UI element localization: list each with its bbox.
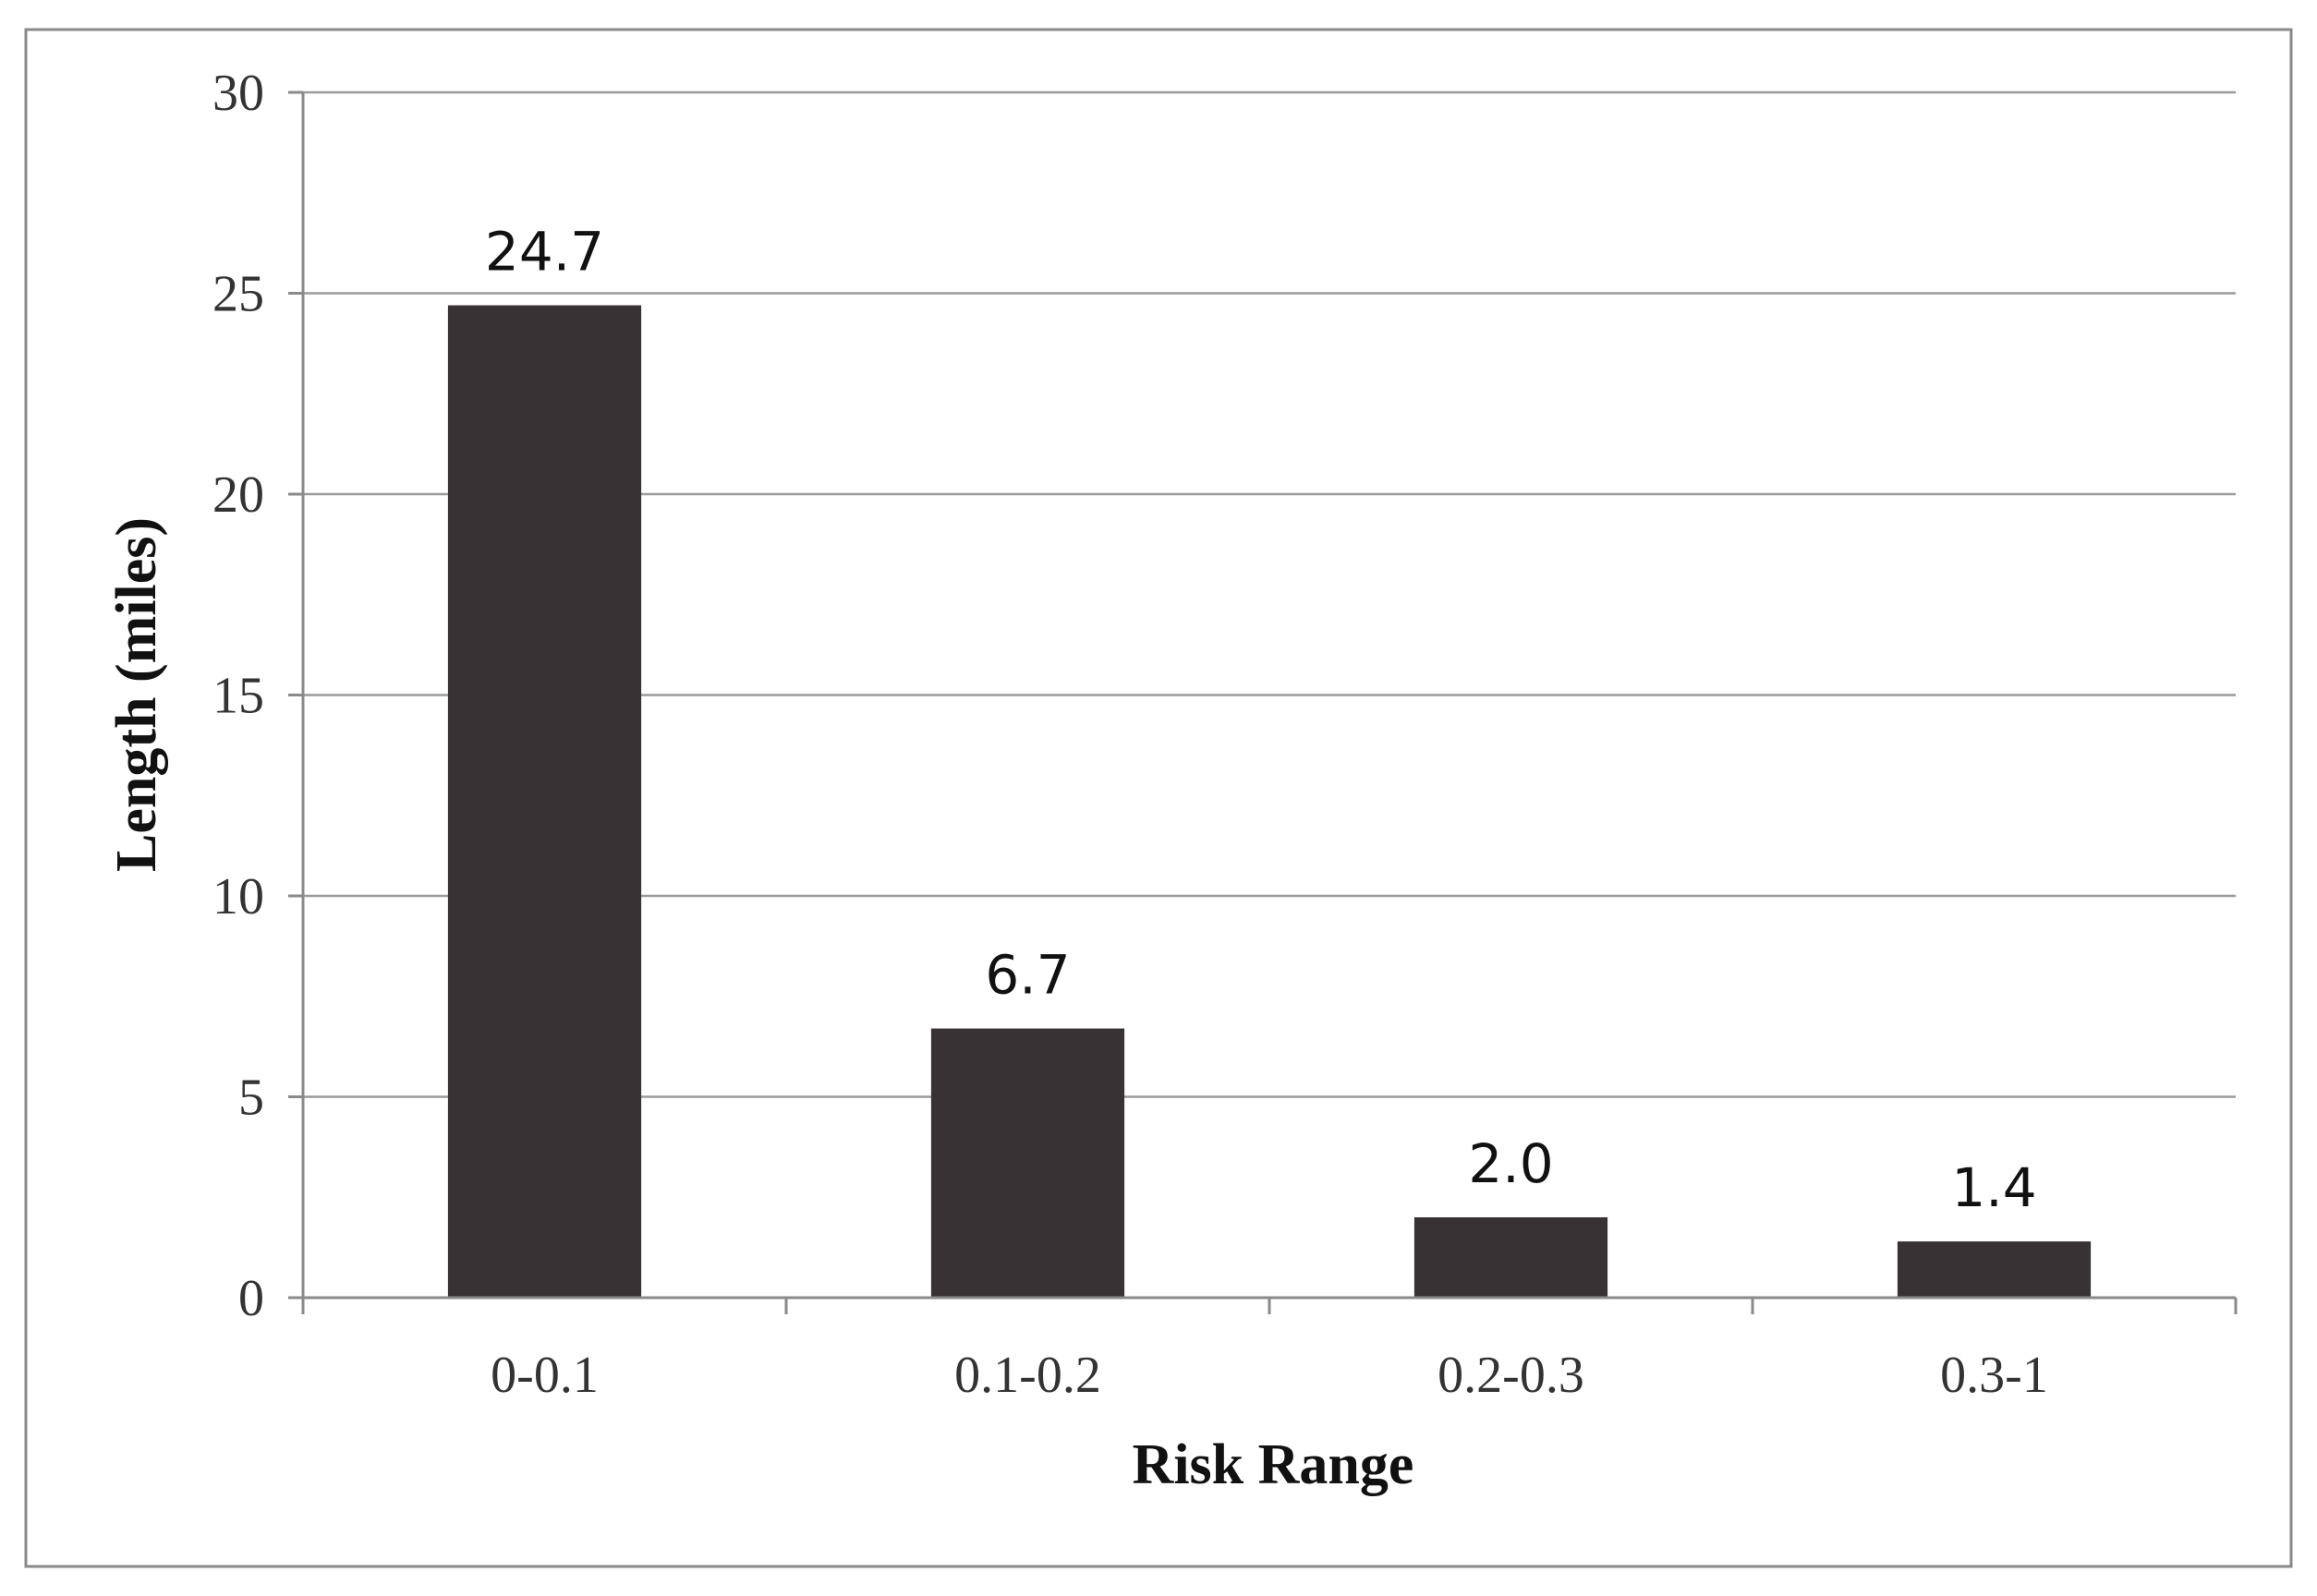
data-label: 1.4 <box>1951 1156 2036 1219</box>
bar-0.3-1 <box>1897 1241 2092 1298</box>
data-label: 6.7 <box>985 944 1070 1007</box>
x-tick-label: 0.3-1 <box>1940 1347 2048 1404</box>
data-labels: 24.7 6.7 2.0 1.4 <box>485 221 2037 1220</box>
bar-0.1-0.2 <box>930 1028 1125 1298</box>
y-tick-label: 25 <box>212 266 264 323</box>
y-tick-label: 0 <box>238 1270 264 1327</box>
data-label: 24.7 <box>485 221 604 284</box>
y-tick-label: 20 <box>212 466 264 524</box>
y-axis-title: Length (miles) <box>105 517 168 872</box>
y-axis-ticks: 0 5 10 15 20 25 30 <box>212 65 303 1327</box>
x-axis-ticks: 0-0.1 0.1-0.2 0.2-0.3 0.3-1 <box>301 1298 2238 1404</box>
data-label: 2.0 <box>1468 1132 1553 1195</box>
chart-frame <box>24 28 2293 1568</box>
bar-0.2-0.3 <box>1413 1217 1608 1298</box>
y-tick-label: 5 <box>238 1070 264 1127</box>
y-tick-label: 30 <box>212 65 264 122</box>
x-tick-label: 0-0.1 <box>491 1347 599 1404</box>
x-tick-label: 0.2-0.3 <box>1438 1347 1584 1404</box>
y-tick-label: 10 <box>212 868 264 925</box>
x-axis-title: Risk Range <box>1133 1433 1414 1496</box>
bar-0-0.1 <box>447 305 642 1298</box>
y-tick-label: 15 <box>212 668 264 725</box>
x-tick-label: 0.1-0.2 <box>954 1347 1101 1404</box>
bars <box>447 305 2092 1298</box>
